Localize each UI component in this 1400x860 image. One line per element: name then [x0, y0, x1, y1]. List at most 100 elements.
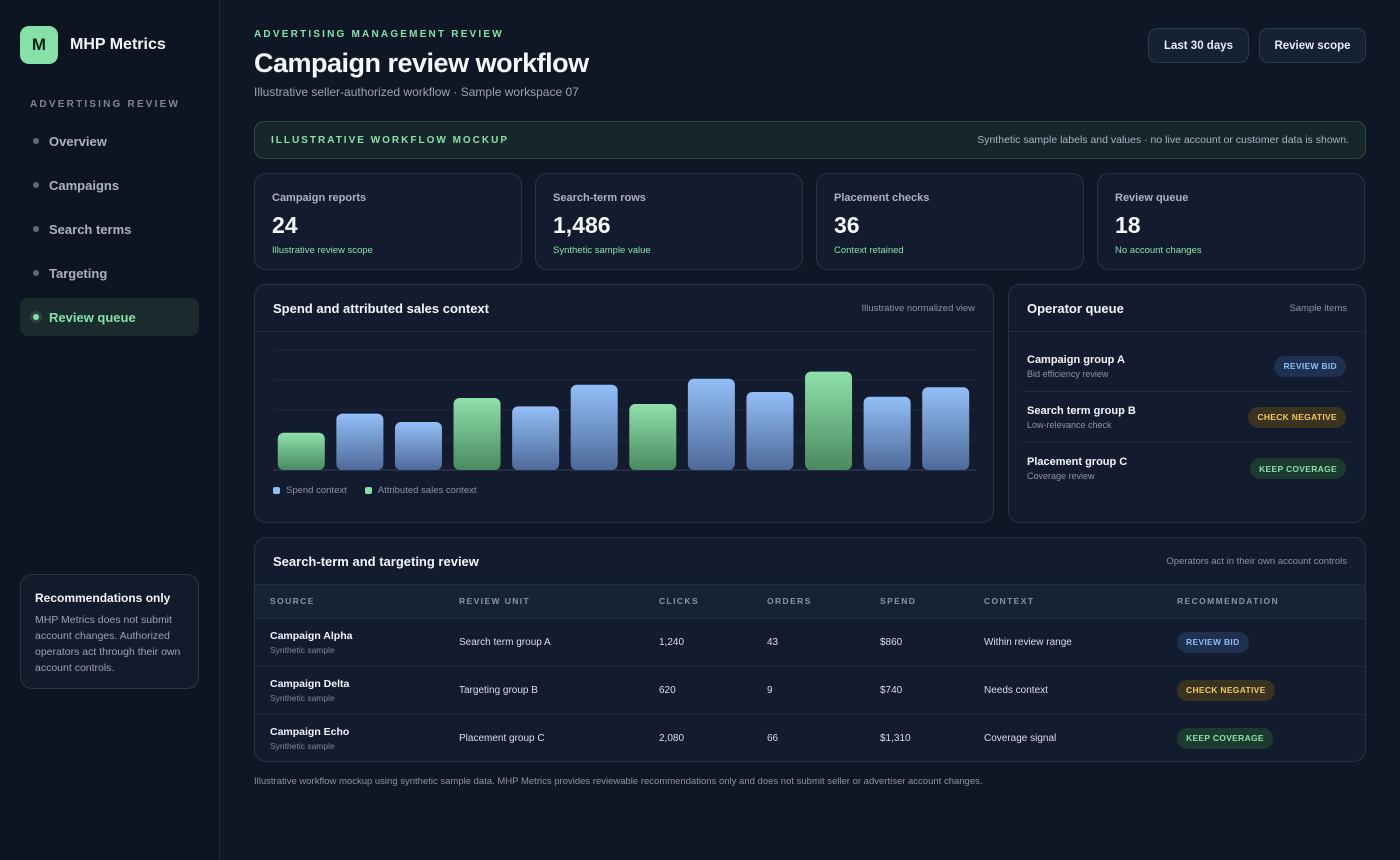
sidebar: M MHP Metrics ADVERTISING REVIEW Overvie…: [0, 0, 220, 860]
sidebar-item-search-terms[interactable]: Search terms: [20, 210, 199, 248]
column-header[interactable]: CONTEXT: [969, 585, 1162, 619]
queue-item[interactable]: Campaign group A Bid efficiency review RE…: [1023, 341, 1350, 392]
chart-legend: Spend context Attributed sales context: [273, 485, 495, 496]
bar-spend-context[interactable]: [922, 387, 970, 470]
bar-spend-context[interactable]: [746, 392, 794, 470]
queue-item[interactable]: Search term group B Low-relevance check C…: [1023, 392, 1350, 443]
orders-cell: 66: [767, 732, 779, 744]
stat-card-search-term-rows: Search-term rows 1,486 Synthetic sample …: [535, 173, 803, 270]
bar-spend-context[interactable]: [336, 413, 384, 470]
brand-name: MHP Metrics: [70, 36, 166, 53]
spend-cell: $860: [880, 636, 903, 648]
sidebar-item-label: Search terms: [49, 221, 132, 237]
chart-panel: Spend and attributed sales context Illus…: [254, 284, 994, 523]
review-bid-badge[interactable]: REVIEW BID: [1274, 355, 1346, 377]
stat-note: Context retained: [834, 245, 904, 256]
source-name: Campaign Alpha: [270, 629, 353, 642]
bar-spend-context[interactable]: [570, 384, 618, 470]
check-negative-badge[interactable]: CHECK NEGATIVE: [1248, 406, 1346, 428]
bar-spend-context[interactable]: [687, 378, 735, 470]
clicks-cell: 1,240: [659, 636, 685, 648]
clicks-cell: 620: [659, 684, 676, 696]
date-range-button[interactable]: Last 30 days: [1148, 28, 1249, 63]
stat-note: Synthetic sample value: [553, 245, 651, 256]
orders-cell: 43: [767, 636, 779, 648]
sidebar-item-campaigns[interactable]: Campaigns: [20, 166, 199, 204]
chart-title: Spend and attributed sales context: [273, 300, 489, 316]
source-name: Campaign Echo: [270, 725, 350, 738]
mockup-banner: ILLUSTRATIVE WORKFLOW MOCKUP Synthetic s…: [254, 121, 1366, 159]
review-table: SOURCE REVIEW UNIT CLICKS ORDERS SPEND C…: [255, 585, 1365, 761]
page-eyebrow: ADVERTISING MANAGEMENT REVIEW: [254, 29, 504, 40]
orders-cell: 9: [767, 684, 773, 696]
sidebar-item-targeting[interactable]: Targeting: [20, 254, 199, 292]
queue-item-name: Campaign group A: [1027, 353, 1125, 366]
bullet-icon: [33, 182, 39, 188]
queue-item-name: Placement group C: [1027, 456, 1128, 468]
stat-label: Placement checks: [834, 192, 930, 204]
legend-label: Spend context: [286, 485, 347, 496]
check-negative-badge[interactable]: CHECK NEGATIVE: [1177, 679, 1275, 701]
spend-cell: $740: [880, 684, 903, 696]
sidebar-nav: Overview Campaigns Search terms Targetin…: [20, 122, 199, 342]
bullet-icon: [33, 314, 39, 320]
review-bid-badge[interactable]: REVIEW BID: [1177, 631, 1249, 653]
review-unit-cell: Placement group C: [459, 732, 545, 744]
sidebar-item-label: Campaigns: [49, 177, 120, 193]
table-row[interactable]: Campaign Delta Synthetic sample Targeting…: [255, 666, 1365, 714]
bullet-icon: [33, 270, 39, 276]
stat-value: 18: [1115, 212, 1141, 238]
review-scope-button[interactable]: Review scope: [1259, 28, 1366, 63]
column-header[interactable]: CLICKS: [644, 585, 752, 619]
source-sub: Synthetic sample: [270, 692, 335, 703]
stat-value: 36: [834, 212, 860, 238]
source-sub: Synthetic sample: [270, 740, 335, 751]
queue-meta: Sample items: [1289, 302, 1347, 314]
table-row[interactable]: Campaign Echo Synthetic sample Placement …: [255, 714, 1365, 761]
queue-title: Operator queue: [1027, 300, 1124, 316]
keep-coverage-badge[interactable]: KEEP COVERAGE: [1177, 727, 1273, 749]
sidebar-item-label: Overview: [49, 133, 107, 149]
banner-label: ILLUSTRATIVE WORKFLOW MOCKUP: [271, 134, 510, 146]
recommendations-note: Recommendations only MHP Metrics does no…: [20, 574, 199, 689]
stat-label: Campaign reports: [272, 192, 367, 204]
bar-spend-context[interactable]: [394, 422, 442, 470]
bar-sales-context[interactable]: [629, 404, 677, 470]
column-header[interactable]: SOURCE: [255, 585, 444, 619]
column-header[interactable]: SPEND: [865, 585, 969, 619]
queue-item[interactable]: Placement group C Coverage review KEEP CO…: [1023, 443, 1350, 494]
stat-note: Illustrative review scope: [272, 245, 373, 256]
stat-value: 1,486: [553, 212, 611, 238]
column-header[interactable]: ORDERS: [752, 585, 865, 619]
operator-queue-panel: Operator queue Sample items Campaign gro…: [1008, 284, 1366, 523]
stat-card-placement-checks: Placement checks 36 Context retained: [816, 173, 1084, 270]
sidebar-item-label: Targeting: [49, 265, 108, 281]
page-subtitle: Illustrative seller-authorized workflow …: [254, 85, 579, 99]
bar-spend-context[interactable]: [863, 396, 911, 470]
queue-item-desc: Bid efficiency review: [1027, 368, 1109, 379]
brand[interactable]: M MHP Metrics: [20, 26, 166, 64]
legend-item-sales: Attributed sales context: [364, 485, 477, 496]
footer-disclaimer: Illustrative workflow mockup using synth…: [254, 776, 983, 787]
spend-cell: $1,310: [880, 732, 911, 744]
table-row[interactable]: Campaign Alpha Synthetic sample Search te…: [255, 618, 1365, 666]
keep-coverage-badge[interactable]: KEEP COVERAGE: [1250, 458, 1346, 479]
brand-logo: M: [20, 26, 58, 64]
nav-heading: ADVERTISING REVIEW: [30, 99, 181, 110]
column-header[interactable]: REVIEW UNIT: [444, 585, 644, 619]
bar-sales-context[interactable]: [277, 432, 325, 470]
bar-sales-context[interactable]: [453, 398, 501, 470]
sidebar-item-overview[interactable]: Overview: [20, 122, 199, 160]
sidebar-item-label: Review queue: [49, 309, 136, 325]
bar-sales-context[interactable]: [805, 371, 853, 470]
sidebar-item-review-queue[interactable]: Review queue: [20, 298, 199, 336]
stat-card-campaign-reports: Campaign reports 24 Illustrative review …: [254, 173, 522, 270]
table-meta: Operators act in their own account contr…: [1166, 555, 1347, 567]
table-header: Search-term and targeting review Operato…: [255, 538, 1365, 585]
queue-item-desc: Coverage review: [1027, 471, 1095, 481]
note-body: MHP Metrics does not submit account chan…: [35, 614, 181, 674]
bar-spend-context[interactable]: [512, 406, 560, 470]
source-name: Campaign Delta: [270, 677, 350, 690]
chart-meta: Illustrative normalized view: [861, 302, 975, 314]
column-header[interactable]: RECOMMENDATION: [1162, 585, 1365, 619]
